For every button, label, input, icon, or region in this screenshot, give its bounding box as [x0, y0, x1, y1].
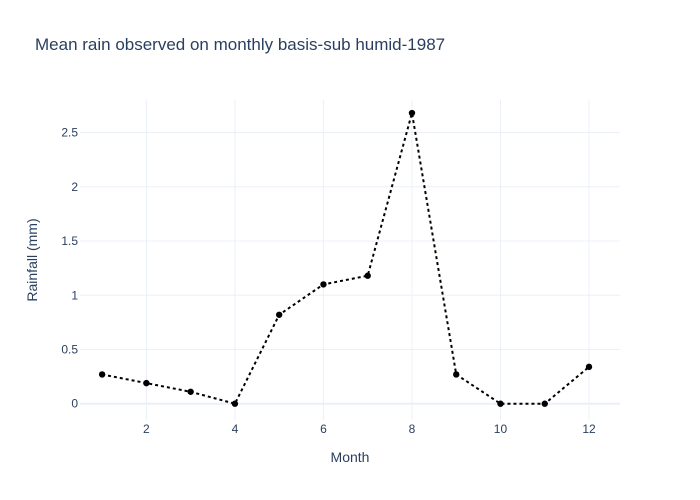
y-tick-label: 2 — [71, 180, 78, 194]
data-point — [98, 371, 106, 378]
x-tick-label: 6 — [320, 422, 327, 436]
data-point — [143, 379, 150, 387]
data-series — [98, 109, 593, 407]
x-tick-label: 10 — [494, 422, 508, 436]
x-axis-title: Month — [331, 449, 370, 465]
x-tick-label: 8 — [409, 422, 416, 436]
data-point — [275, 311, 283, 318]
y-tick-label: 1.5 — [61, 234, 78, 248]
data-point — [231, 400, 239, 407]
chart-title: Mean rain observed on monthly basis-sub … — [35, 35, 445, 54]
gridlines — [80, 100, 620, 420]
data-point — [497, 400, 504, 407]
y-axis-title: Rainfall (mm) — [24, 218, 40, 301]
x-tick-label: 2 — [143, 422, 150, 436]
series-line — [101, 112, 590, 405]
data-point — [187, 388, 194, 395]
tick-labels: 2 4 6 8 10 12 0 0.5 1 1.5 2 2.5 — [61, 126, 596, 436]
y-tick-label: 1 — [71, 288, 78, 302]
y-tick-label: 2.5 — [61, 126, 78, 140]
data-point — [408, 109, 416, 117]
y-tick-label: 0 — [71, 397, 78, 411]
data-point — [320, 281, 327, 288]
y-tick-label: 0.5 — [61, 342, 78, 356]
x-tick-label: 12 — [582, 422, 596, 436]
data-point — [541, 400, 548, 407]
data-point — [364, 272, 371, 279]
data-point — [585, 363, 593, 371]
data-point — [453, 371, 460, 378]
x-tick-label: 4 — [232, 422, 239, 436]
